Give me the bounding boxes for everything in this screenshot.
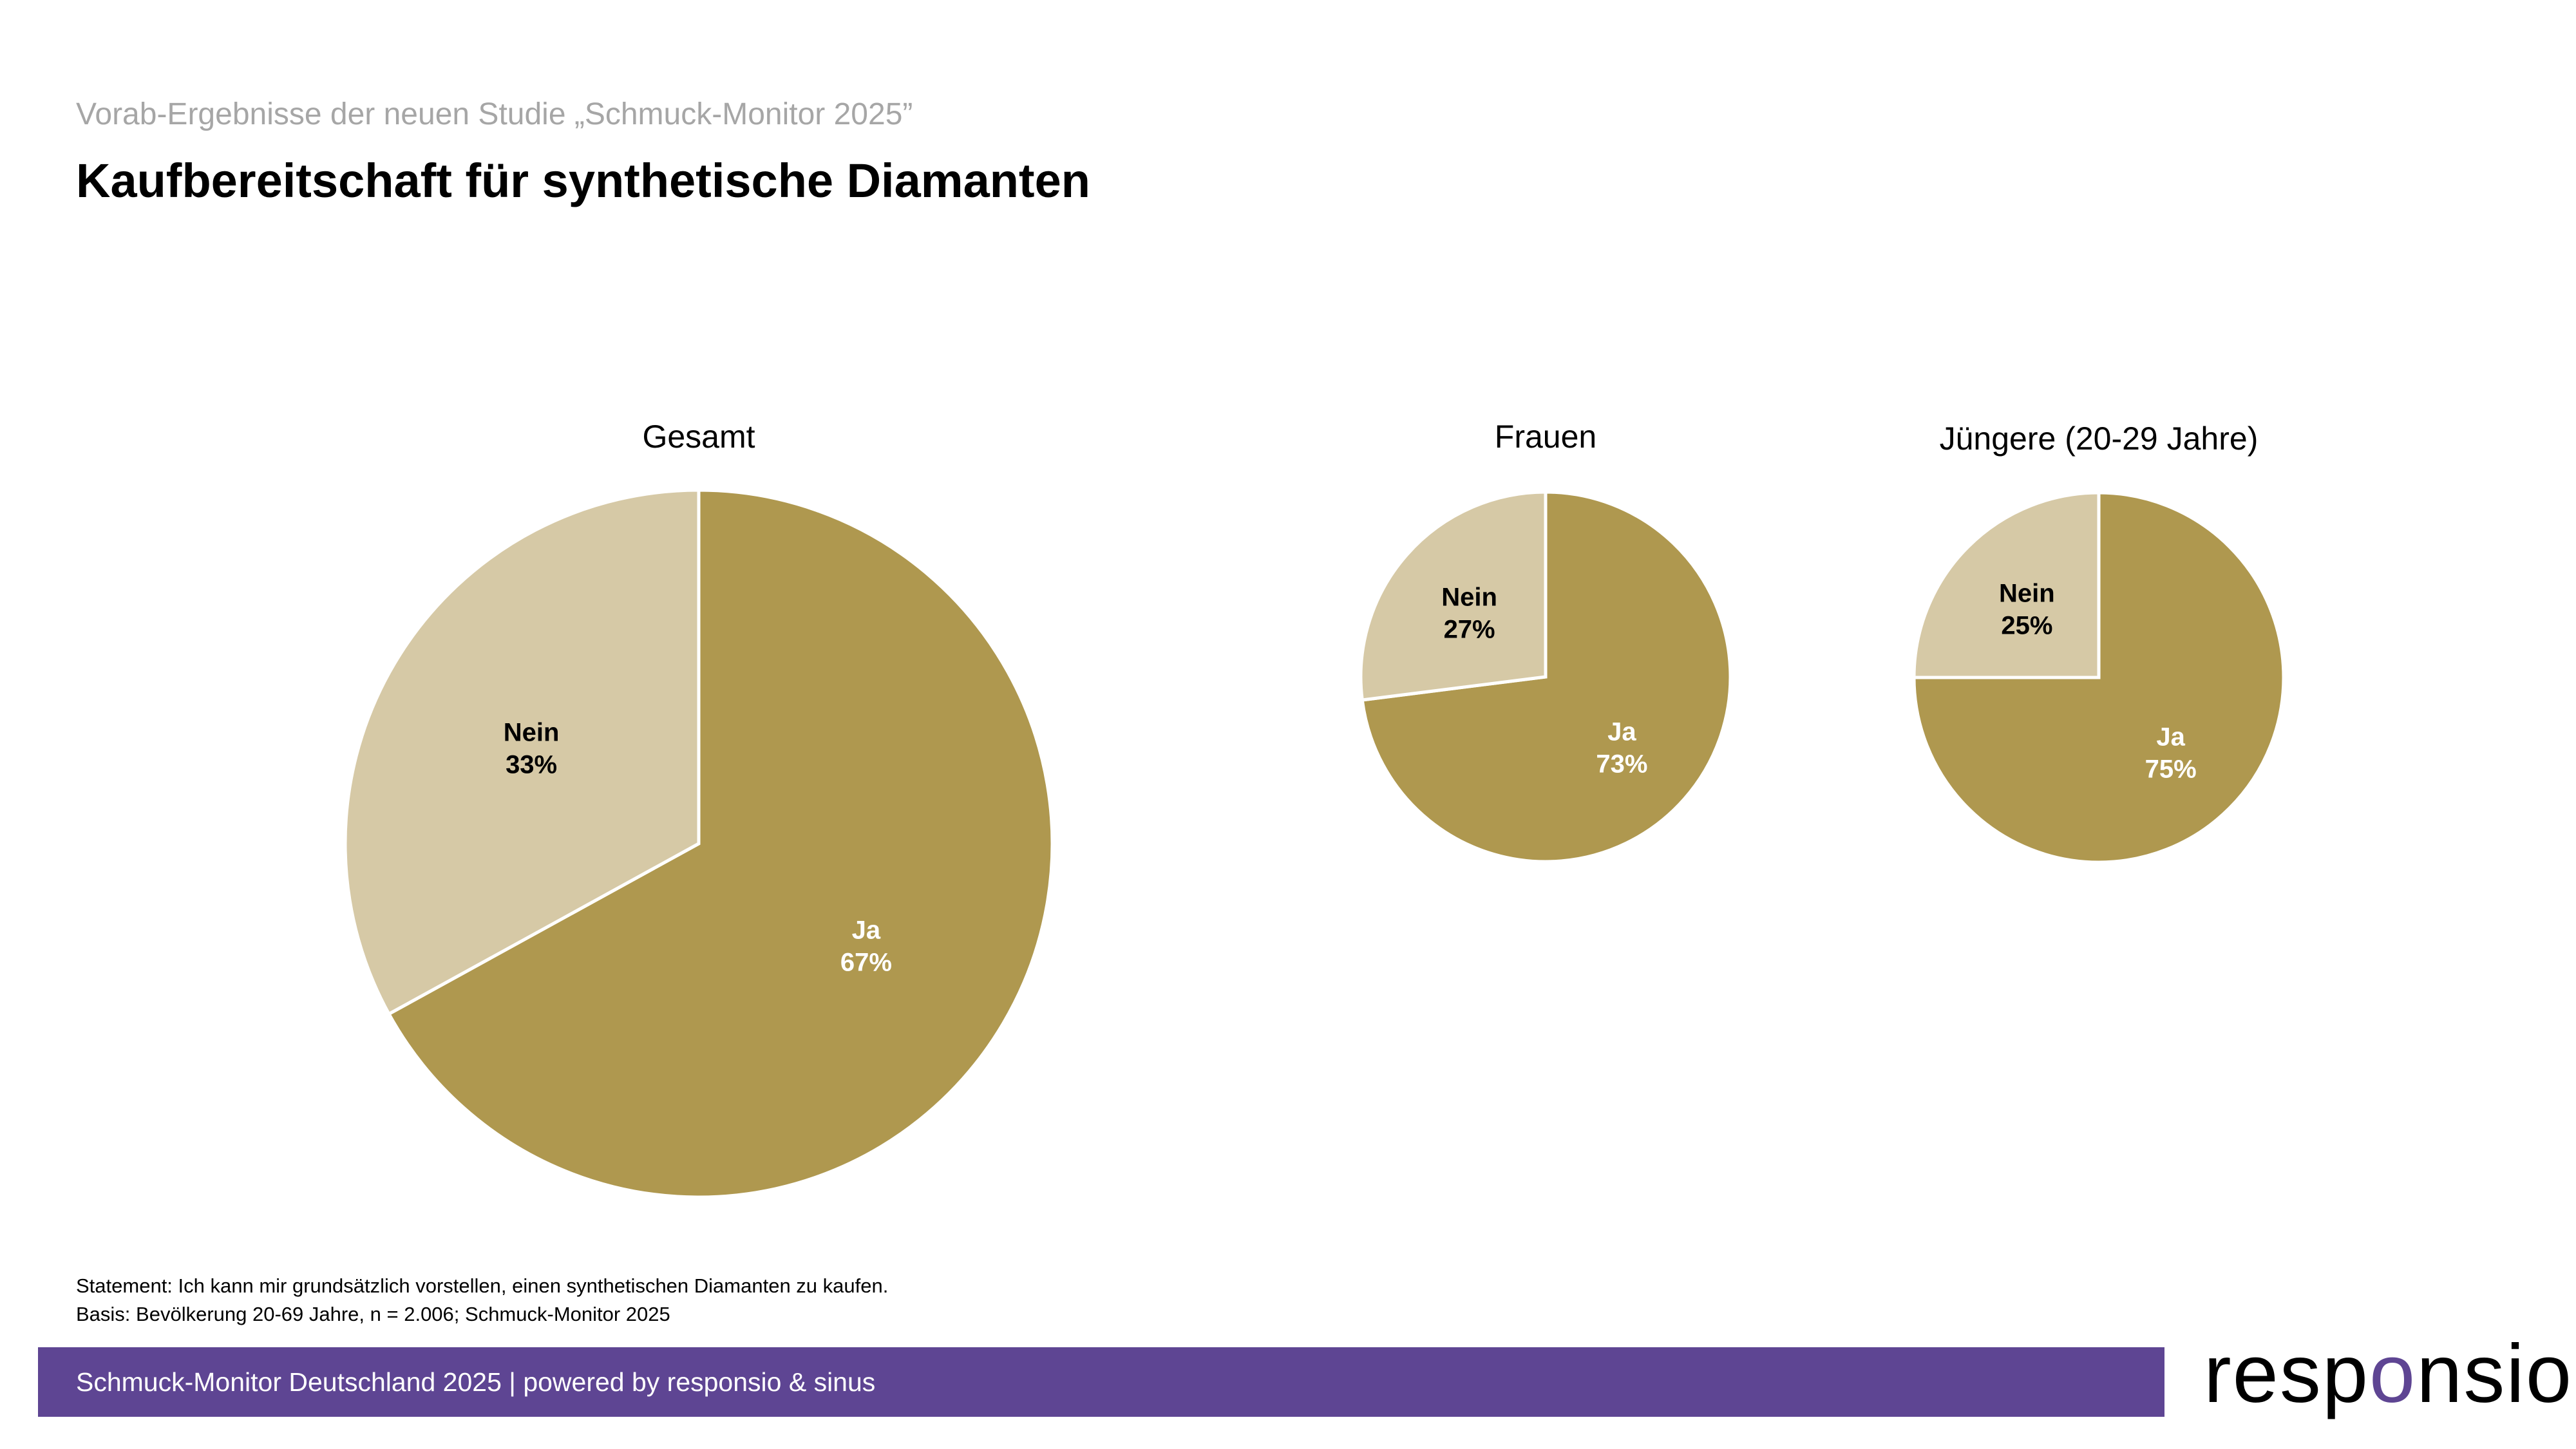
slice-value: 25%: [2001, 611, 2052, 639]
slice-label: Ja: [2156, 723, 2185, 752]
responsio-logo: responsio: [2204, 1327, 2573, 1421]
slice-value: 67%: [840, 949, 892, 977]
subtitle: Vorab-Ergebnisse der neuen Studie „Schmu…: [76, 97, 913, 131]
slice-value: 73%: [1596, 750, 1647, 778]
slice-value: 33%: [506, 750, 557, 779]
statement-note: Statement: Ich kann mir grundsätzlich vo…: [76, 1274, 889, 1297]
slice-value: 75%: [2145, 755, 2197, 784]
footer-text: Schmuck-Monitor Deutschland 2025 | power…: [76, 1367, 876, 1397]
pie-slice-ja: [386, 488, 1054, 1199]
chart-title: Frauen: [1495, 419, 1596, 455]
slice-label: Nein: [504, 718, 560, 746]
footer-bar: [38, 1347, 2164, 1417]
logo-part: o: [2369, 1328, 2417, 1420]
page-title: Kaufbereitschaft für synthetische Diaman…: [76, 154, 1090, 207]
slice-label: Nein: [1441, 583, 1497, 612]
footnotes: Statement: Ich kann mir grundsätzlich vo…: [76, 1272, 888, 1329]
logo-part: nsio: [2416, 1328, 2573, 1420]
basis-note: Basis: Bevölkerung 20-69 Jahre, n = 2.00…: [76, 1303, 670, 1325]
chart-title: Gesamt: [642, 419, 755, 455]
slice-label: Ja: [1607, 717, 1636, 746]
chart-title: Jüngere (20-29 Jahre): [1940, 421, 2259, 457]
pie-slice-nein: [343, 488, 701, 1016]
slice-label: Ja: [852, 916, 881, 945]
slice-label: Nein: [1999, 579, 2055, 607]
logo-part: resp: [2204, 1328, 2369, 1420]
pie-slice-nein: [1359, 490, 1548, 702]
slice-value: 27%: [1444, 616, 1495, 644]
pie-slice-nein: [1912, 491, 2101, 679]
